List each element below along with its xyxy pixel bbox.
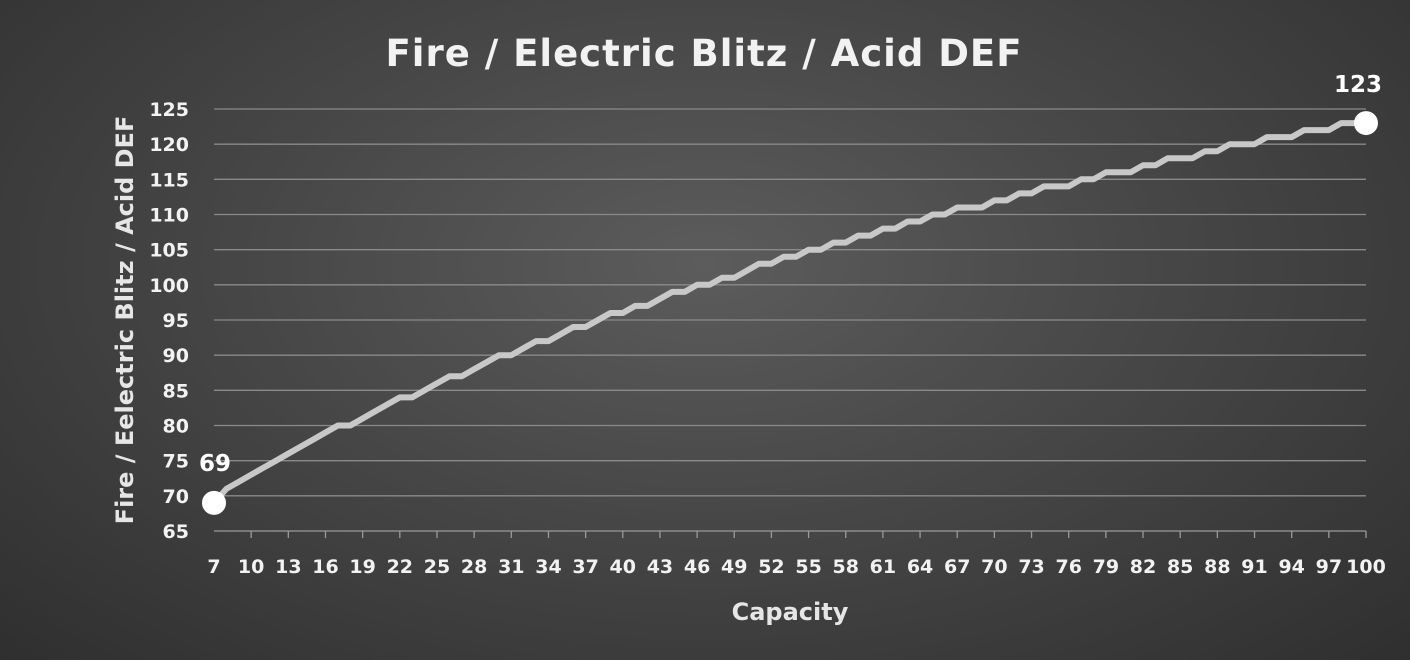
y-tick-label: 105 xyxy=(149,240,189,262)
x-axis-ticks: 7 10 13 16 19 22 25 28 31 34 37 40 43 46 49 52 55 58 61 64 6… xyxy=(207,531,1386,578)
x-tick-label: 52 xyxy=(758,556,784,578)
x-tick-label: 79 xyxy=(1093,556,1119,578)
x-tick-label: 16 xyxy=(312,556,338,578)
x-tick-label: 97 xyxy=(1316,556,1342,578)
x-tick-label: 55 xyxy=(795,556,821,578)
data-label: 69 xyxy=(199,451,231,477)
series-line-0 xyxy=(211,120,1369,506)
gridlines xyxy=(214,108,1366,532)
x-tick-label: 64 xyxy=(907,556,933,578)
x-tick-label: 37 xyxy=(572,556,598,578)
x-tick-label: 73 xyxy=(1018,556,1044,578)
data-label: 123 xyxy=(1334,72,1382,98)
x-axis-title: Capacity xyxy=(732,598,849,626)
x-tick-label: 40 xyxy=(610,556,636,578)
x-tick-label: 25 xyxy=(424,556,450,578)
x-tick-label: 94 xyxy=(1278,556,1304,578)
x-tick-label: 19 xyxy=(349,556,375,578)
data-labels: 69 123 xyxy=(199,72,1382,515)
y-tick-label: 110 xyxy=(149,205,189,227)
x-tick-label: 100 xyxy=(1346,556,1386,578)
y-tick-label: 75 xyxy=(163,451,189,473)
x-tick-label: 76 xyxy=(1055,556,1081,578)
x-tick-label: 46 xyxy=(684,556,710,578)
x-tick-label: 10 xyxy=(238,556,264,578)
y-tick-label: 115 xyxy=(149,169,189,191)
y-axis-title: Fire / Eelectric Blitz / Acid DEF xyxy=(111,116,139,525)
x-tick-label: 13 xyxy=(275,556,301,578)
x-tick-label: 67 xyxy=(944,556,970,578)
x-tick-label: 91 xyxy=(1241,556,1267,578)
x-tick-label: 31 xyxy=(498,556,524,578)
y-tick-label: 120 xyxy=(149,134,189,156)
x-tick-label: 34 xyxy=(535,556,561,578)
x-tick-label: 82 xyxy=(1130,556,1156,578)
y-tick-label: 65 xyxy=(163,521,189,543)
y-tick-label: 125 xyxy=(149,99,189,121)
x-tick-label: 7 xyxy=(207,556,220,578)
end-point-marker xyxy=(1354,111,1378,136)
y-axis-ticks: 65 70 75 80 85 90 95 100 105 110 115 120 125 xyxy=(149,99,189,543)
x-tick-label: 61 xyxy=(870,556,896,578)
x-tick-label: 88 xyxy=(1204,556,1230,578)
x-tick-label: 58 xyxy=(833,556,859,578)
x-tick-label: 70 xyxy=(981,556,1007,578)
series-layer xyxy=(211,120,1369,506)
end-point-marker xyxy=(202,490,226,515)
x-tick-label: 28 xyxy=(461,556,487,578)
y-tick-label: 90 xyxy=(163,345,189,367)
y-tick-label: 80 xyxy=(163,416,189,438)
y-tick-label: 95 xyxy=(163,310,189,332)
x-tick-label: 49 xyxy=(721,556,747,578)
x-tick-label: 43 xyxy=(647,556,673,578)
y-tick-label: 85 xyxy=(163,380,189,402)
x-tick-label: 85 xyxy=(1167,556,1193,578)
y-tick-label: 70 xyxy=(163,486,189,508)
y-tick-label: 100 xyxy=(149,275,189,297)
chart-title: Fire / Electric Blitz / Acid DEF xyxy=(386,32,1023,75)
x-tick-label: 22 xyxy=(387,556,413,578)
